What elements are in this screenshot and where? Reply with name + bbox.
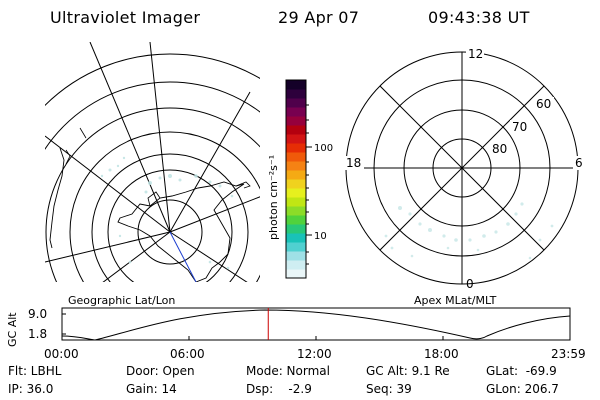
mlt-label-0: 0 xyxy=(466,277,474,291)
glat-status: GLat: -69.9 xyxy=(486,364,557,378)
timeline-xtick-0000: 00:00 xyxy=(44,347,79,361)
timeline-ytick-bottom: 1.8 xyxy=(28,327,47,341)
colorbar-segment xyxy=(286,152,306,162)
colorbar-segment xyxy=(286,242,306,252)
colorbar-tick-100: 100 xyxy=(314,143,333,154)
timeline-ytick-top: 9.0 xyxy=(28,307,47,321)
colorbar-frame xyxy=(285,79,307,279)
timeline-ylabel: GC Alt xyxy=(6,312,19,347)
colorbar-tick-10: 10 xyxy=(314,231,327,242)
left-panel-label: Geographic Lat/Lon xyxy=(68,294,175,307)
mlat-label-60: 60 xyxy=(536,97,551,111)
colorbar-segment xyxy=(286,107,306,117)
colorbar-segment xyxy=(286,197,306,207)
ip-status: IP: 36.0 xyxy=(8,382,54,396)
timeline-xtick-2359: 23:59 xyxy=(551,347,586,361)
mlat-label-80: 80 xyxy=(492,142,507,156)
geographic-map xyxy=(45,42,260,282)
glon-status: GLon: 206.7 xyxy=(486,382,559,396)
colorbar-segment xyxy=(286,206,306,216)
colorbar-segment xyxy=(286,269,306,279)
gc-alt-status: GC Alt: 9.1 Re xyxy=(366,364,450,378)
mlt-label-6: 6 xyxy=(575,156,583,170)
right-panel-label: Apex MLat/MLT xyxy=(414,294,497,307)
colorbar-segment xyxy=(286,89,306,99)
time-label: 09:43:38 UT xyxy=(428,8,530,27)
mlt-label-18: 18 xyxy=(346,156,361,170)
colorbar-segment xyxy=(286,116,306,126)
colorbar-segment xyxy=(286,80,306,90)
colorbar-segment xyxy=(286,179,306,189)
colorbar-segment xyxy=(286,215,306,225)
colorbar-segment xyxy=(286,98,306,108)
colorbar-segment xyxy=(286,233,306,243)
colorbar-segment xyxy=(286,251,306,261)
colorbar-unit-label: photon cm⁻²s⁻¹ xyxy=(267,155,280,240)
apex-polar-plot xyxy=(345,51,579,285)
colorbar-segment xyxy=(286,188,306,198)
colorbar-segment xyxy=(286,134,306,144)
colorbar-segment xyxy=(286,224,306,234)
gain-status: Gain: 14 xyxy=(126,382,177,396)
colorbar-segment xyxy=(286,143,306,153)
timeline-xtick-0600: 06:00 xyxy=(170,347,205,361)
colorbar xyxy=(286,80,306,279)
mlt-label-12: 12 xyxy=(468,47,483,61)
mode-status: Mode: Normal xyxy=(246,364,330,378)
filter-status: Flt: LBHL xyxy=(8,364,62,378)
mlat-label-70: 70 xyxy=(512,120,527,134)
altitude-curve xyxy=(61,309,571,341)
date-label: 29 Apr 07 xyxy=(278,8,360,27)
seq-status: Seq: 39 xyxy=(366,382,412,396)
colorbar-ticks xyxy=(306,104,312,265)
timeline-xtick-1200: 12:00 xyxy=(297,347,332,361)
timeline-ticks xyxy=(62,313,444,340)
colorbar-segment xyxy=(286,125,306,135)
timeline-xtick-1800: 18:00 xyxy=(424,347,459,361)
colorbar-segment xyxy=(286,170,306,180)
colorbar-segment xyxy=(286,260,306,270)
dsp-status: Dsp: -2.9 xyxy=(246,382,312,396)
door-status: Door: Open xyxy=(126,364,195,378)
app-title: Ultraviolet Imager xyxy=(50,8,201,27)
colorbar-segment xyxy=(286,161,306,171)
